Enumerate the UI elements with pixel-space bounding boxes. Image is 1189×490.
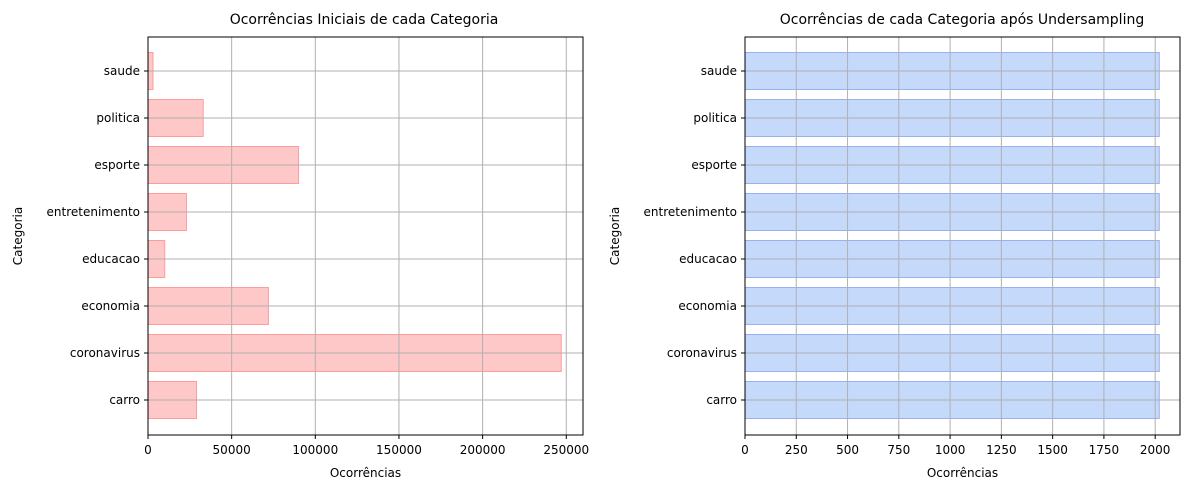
chart-title: Ocorrências de cada Categoria após Under… [780, 12, 1144, 28]
x-tick-label: 2000 [1140, 443, 1171, 457]
x-tick-label: 250000 [543, 443, 589, 457]
y-tick-label: saude [104, 64, 140, 78]
y-tick-label: saude [701, 64, 737, 78]
y-tick-label: politica [96, 111, 140, 125]
y-tick-label: politica [693, 111, 737, 125]
y-tick-label: carro [706, 393, 737, 407]
y-tick-label: coronavirus [667, 346, 737, 360]
x-tick-label: 1000 [935, 443, 966, 457]
y-axis-label: Categoria [608, 207, 622, 265]
plot-frame [147, 36, 584, 436]
x-tick-label: 0 [741, 443, 749, 457]
x-tick-label: 750 [887, 443, 910, 457]
y-tick-label: carro [109, 393, 140, 407]
y-tick-label: economia [678, 299, 737, 313]
x-tick-label: 1500 [1037, 443, 1068, 457]
x-tick-label: 500 [836, 443, 859, 457]
y-tick-label: economia [81, 299, 140, 313]
chart-panel-1: 0 50000 100000 150000 200000 250000 carro coron… [11, 12, 589, 480]
y-tick-label: coronavirus [70, 346, 140, 360]
y-tick-label: educacao [82, 252, 140, 266]
chart-panel-2: 0 250 500 750 1000 1250 1500 1750 2000 carro coron… [608, 12, 1181, 480]
plot-frame [744, 36, 1181, 436]
x-tick-label: 100000 [292, 443, 338, 457]
y-tick-label: educacao [679, 252, 737, 266]
x-tick-label: 200000 [460, 443, 506, 457]
x-tick-label: 250 [785, 443, 808, 457]
x-tick-label: 1750 [1089, 443, 1120, 457]
chart-title: Ocorrências Iniciais de cada Categoria [230, 12, 499, 28]
y-tick-label: entretenimento [644, 205, 738, 219]
y-tick-label: esporte [691, 158, 737, 172]
x-tick-label: 0 [144, 443, 152, 457]
y-tick-label: entretenimento [47, 205, 141, 219]
x-tick-label: 1250 [986, 443, 1017, 457]
x-axis-label: Ocorrências [927, 466, 998, 480]
x-axis-label: Ocorrências [330, 466, 401, 480]
x-tick-label: 150000 [376, 443, 422, 457]
y-tick-label: esporte [94, 158, 140, 172]
x-tick-label: 50000 [213, 443, 251, 457]
y-axis-label: Categoria [11, 207, 25, 265]
